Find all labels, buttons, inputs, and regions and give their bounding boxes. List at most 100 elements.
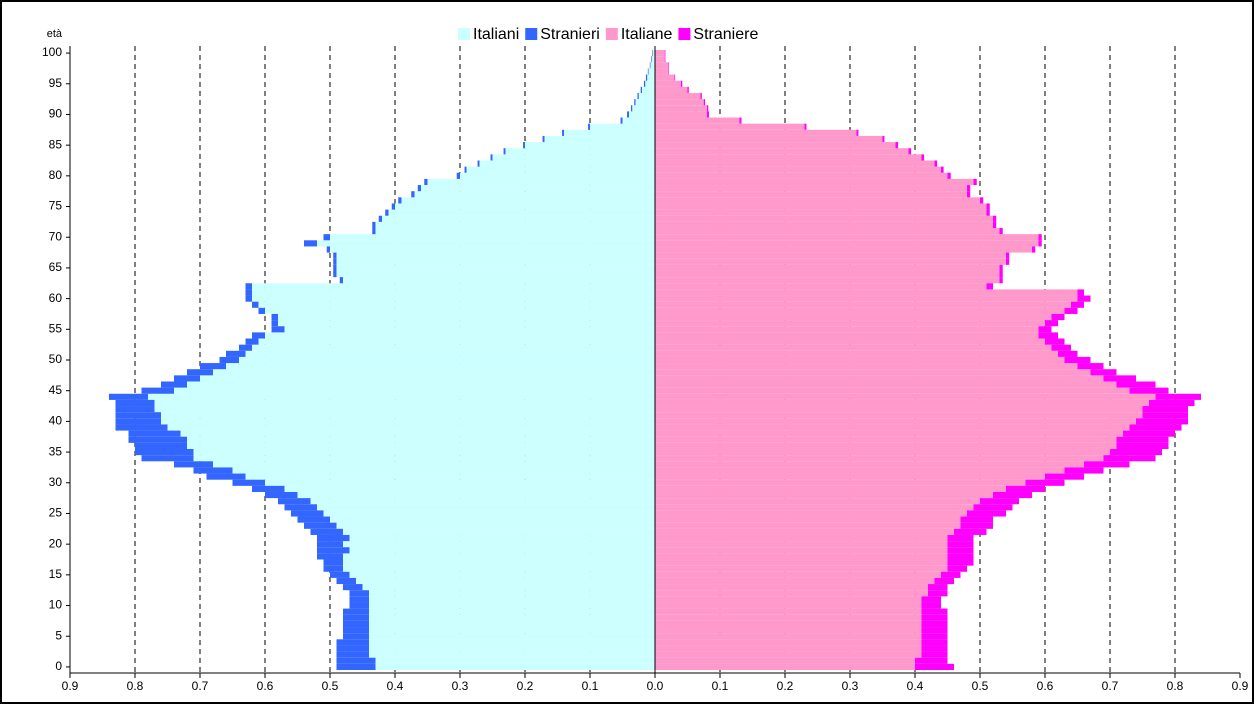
y-tick-label: 35 [49, 444, 63, 458]
bar [928, 590, 948, 597]
bar [655, 639, 922, 646]
bar [655, 602, 922, 609]
bar [651, 56, 652, 63]
bar [655, 596, 922, 603]
bar [206, 473, 246, 480]
bar [655, 215, 993, 222]
bar [1058, 350, 1078, 357]
bar [128, 436, 187, 443]
bar [1064, 307, 1078, 314]
bar [653, 50, 655, 57]
bar [655, 301, 1071, 308]
bar [655, 516, 961, 523]
x-tick-label: 0.4 [907, 679, 924, 693]
bar [339, 277, 343, 284]
bar [336, 651, 369, 658]
bar [503, 148, 506, 155]
bar [154, 406, 655, 413]
bar [655, 234, 1039, 241]
bar [655, 99, 704, 106]
bar [941, 571, 961, 578]
bar [323, 234, 330, 241]
bar [655, 277, 1000, 284]
bar [369, 596, 655, 603]
y-tick-label: 50 [49, 352, 63, 366]
bar [980, 498, 1019, 505]
bar [647, 74, 655, 81]
bar [921, 633, 948, 640]
legend-label: Italiane [621, 26, 673, 43]
bar [973, 178, 977, 186]
bar [655, 56, 665, 63]
bar [525, 142, 655, 149]
x-tick-label: 0.4 [387, 679, 404, 693]
y-tick-label: 30 [49, 475, 63, 489]
bar [1103, 455, 1156, 462]
bar [317, 240, 655, 247]
bar [655, 320, 1045, 327]
bar [128, 430, 181, 437]
bar [655, 633, 922, 640]
bar [655, 221, 993, 229]
bar [1045, 473, 1084, 480]
bar [252, 344, 655, 351]
bar [375, 228, 655, 235]
bar [271, 313, 278, 321]
bar [411, 191, 415, 198]
bar [954, 528, 987, 535]
bar [213, 369, 655, 376]
bar [1142, 406, 1188, 413]
bar [655, 172, 948, 179]
bar [323, 559, 343, 566]
bar [245, 350, 655, 357]
bar [343, 541, 655, 548]
bar [1006, 485, 1045, 492]
bar [703, 99, 706, 106]
bar [655, 363, 1078, 370]
bar [642, 86, 655, 93]
bar [655, 264, 1000, 271]
bar [200, 375, 655, 382]
bar [148, 393, 655, 400]
bar [915, 657, 948, 664]
bar [245, 473, 655, 480]
bar [652, 50, 654, 57]
bar [668, 68, 669, 75]
bar [655, 289, 1078, 296]
bar [590, 123, 655, 130]
bar [655, 522, 961, 529]
bar [378, 215, 382, 222]
bar [278, 313, 655, 321]
bar [655, 111, 707, 118]
bar [655, 614, 922, 621]
bar [655, 510, 967, 517]
bar [1077, 363, 1104, 370]
bar [655, 479, 1026, 486]
bar [655, 62, 668, 69]
bar [310, 498, 655, 505]
bar [655, 584, 928, 591]
bar [655, 86, 688, 93]
y-tick-label: 90 [49, 107, 63, 121]
bar [135, 449, 194, 456]
bar [369, 627, 655, 634]
bar [414, 191, 655, 198]
y-tick-label: 0 [55, 659, 62, 673]
bar [115, 424, 168, 431]
x-tick-label: 0.3 [842, 679, 859, 693]
bar [655, 436, 1117, 443]
bar [245, 338, 259, 345]
bar [921, 627, 948, 634]
y-tick-label: 75 [49, 199, 63, 213]
bar [921, 596, 941, 603]
bar [655, 105, 707, 112]
bar [655, 344, 1052, 351]
bar [655, 424, 1130, 431]
bar [1129, 424, 1182, 431]
bar [1025, 479, 1065, 486]
x-tick-label: 0.9 [62, 679, 79, 693]
bar [655, 547, 948, 554]
bar [258, 307, 265, 314]
bar [297, 516, 330, 523]
